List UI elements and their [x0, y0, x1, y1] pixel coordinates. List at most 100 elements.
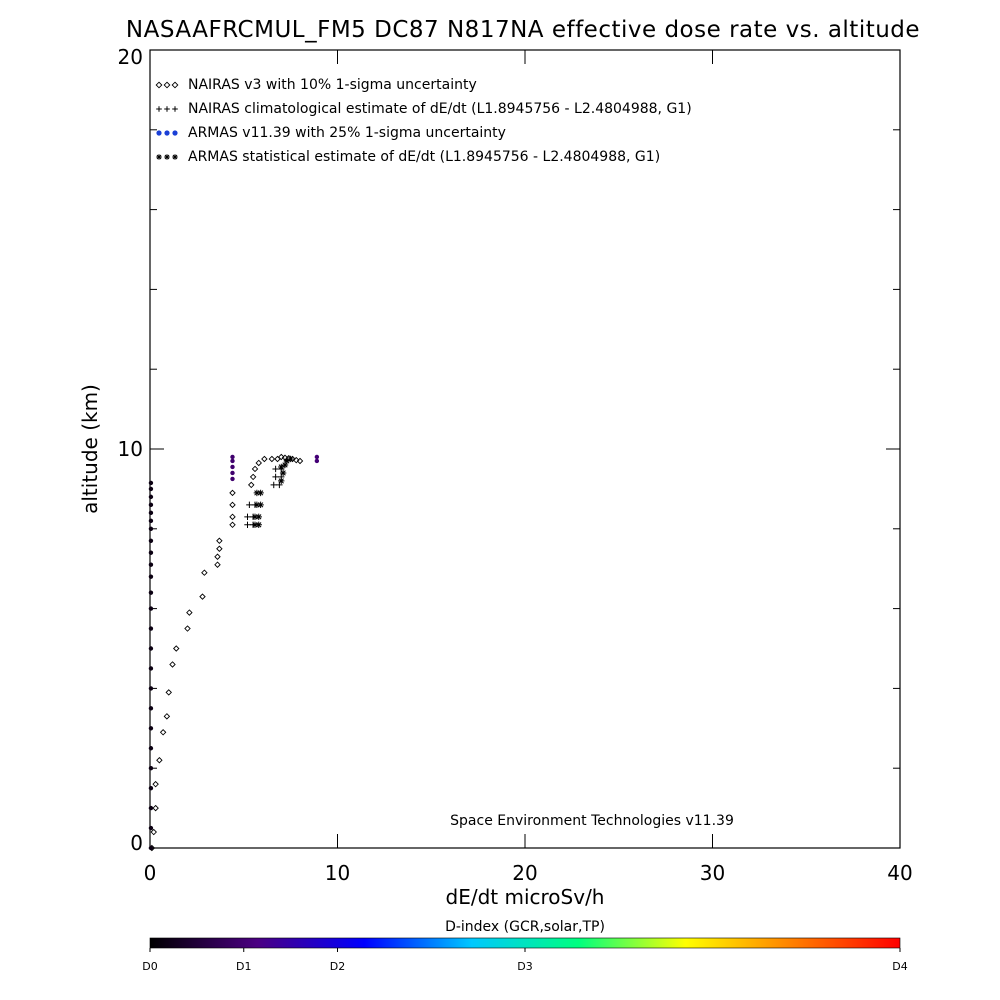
colorbar-label-d0: D0 — [142, 960, 157, 973]
marker-diamond — [201, 569, 208, 576]
marker-diamond — [156, 756, 163, 764]
marker-dot — [148, 590, 154, 595]
plot-area-frame — [149, 49, 901, 849]
marker-plus — [272, 473, 279, 481]
marker-diamond — [216, 537, 223, 545]
colorbar-title: D-index (GCR,solar,TP) — [445, 919, 605, 935]
marker-diamond — [169, 661, 176, 668]
marker-asterisk — [255, 513, 262, 521]
axis-ticks — [149, 49, 901, 849]
y-tick-label-10: 10 — [118, 437, 143, 461]
marker-dot — [148, 845, 154, 851]
marker-diamond — [173, 645, 180, 652]
colorbar — [149, 937, 901, 949]
marker-asterisk — [253, 501, 261, 509]
marker-diamond — [278, 453, 285, 461]
data-points — [148, 453, 320, 852]
marker-dot — [148, 626, 154, 631]
legend — [155, 81, 179, 160]
marker-diamond — [293, 456, 300, 464]
x-tick-label-0: 0 — [144, 861, 157, 885]
marker-dot — [148, 666, 154, 671]
marker-plus — [272, 465, 279, 473]
marker-asterisk — [156, 154, 162, 160]
marker-diamond — [281, 454, 289, 462]
marker-dot — [148, 510, 154, 516]
marker-dot — [230, 454, 235, 460]
marker-diamond — [163, 713, 171, 720]
marker-diamond — [268, 455, 276, 463]
marker-dot — [148, 706, 154, 711]
marker-dot — [148, 825, 154, 831]
legend-label-nairas: NAIRAS v3 with 10% 1-sigma uncertainty — [188, 77, 477, 93]
y-tick-label-20: 20 — [118, 45, 143, 69]
marker-dot — [148, 526, 154, 531]
marker-diamond — [214, 553, 221, 560]
marker-diamond — [152, 780, 159, 788]
marker-asterisk — [287, 455, 294, 463]
marker-diamond — [248, 481, 255, 489]
marker-diamond — [186, 609, 193, 616]
x-tick-label-10: 10 — [325, 861, 350, 885]
marker-dot — [148, 538, 154, 543]
marker-asterisk — [251, 521, 259, 529]
colorbar-label-d1: D1 — [236, 960, 251, 973]
marker-dot — [314, 454, 320, 460]
marker-dot — [148, 606, 154, 611]
marker-asterisk — [278, 477, 285, 485]
marker-diamond — [216, 545, 223, 552]
marker-dot — [148, 518, 154, 524]
marker-plus — [156, 106, 162, 112]
marker-dot — [148, 502, 154, 508]
marker-dot — [148, 480, 154, 486]
marker-asterisk — [172, 154, 178, 160]
marker-plus — [270, 481, 277, 489]
marker-asterisk — [283, 457, 291, 465]
marker-dot — [314, 458, 320, 464]
marker-dot — [148, 550, 154, 555]
marker-dot — [230, 458, 235, 464]
marker-diamond — [249, 473, 257, 481]
marker-plus — [246, 501, 253, 509]
marker-dot — [230, 464, 235, 470]
legend-label-nairas-climatological: NAIRAS climatological estimate of dE/dt … — [188, 101, 692, 117]
marker-dot — [148, 574, 154, 579]
marker-asterisk — [279, 469, 287, 477]
marker-diamond — [229, 513, 236, 521]
marker-plus — [244, 521, 251, 529]
x-tick-label-20: 20 — [512, 861, 537, 885]
marker-diamond — [159, 729, 167, 736]
marker-asterisk — [251, 513, 259, 521]
credit-annotation: Space Environment Technologies v11.39 — [450, 813, 734, 829]
marker-plus — [164, 106, 170, 112]
marker-dot — [148, 785, 154, 791]
colorbar-ticks — [149, 948, 901, 952]
x-axis-label: dE/dt microSv/h — [446, 885, 605, 909]
legend-label-armas-statistical: ARMAS statistical estimate of dE/dt (L1.… — [188, 149, 660, 165]
marker-diamond — [296, 457, 304, 465]
marker-asterisk — [255, 521, 262, 529]
legend-label-armas: ARMAS v11.39 with 25% 1-sigma uncertaint… — [188, 125, 506, 141]
marker-diamond — [251, 465, 259, 473]
marker-diamond — [255, 459, 262, 467]
marker-dot — [172, 130, 178, 136]
marker-plus — [172, 106, 178, 112]
marker-dot — [148, 486, 154, 492]
marker-dot — [230, 476, 235, 482]
colorbar-label-d3: D3 — [517, 960, 532, 973]
marker-diamond — [214, 561, 221, 568]
marker-diamond — [165, 689, 172, 696]
marker-dot — [156, 130, 162, 136]
marker-dot — [148, 766, 154, 771]
marker-diamond — [155, 81, 163, 89]
marker-diamond — [152, 804, 159, 812]
y-axis-label: altitude (km) — [78, 384, 102, 514]
marker-dot — [148, 646, 154, 651]
marker-dot — [148, 726, 154, 731]
marker-dot — [148, 494, 154, 500]
marker-plus — [244, 513, 251, 521]
marker-diamond — [199, 593, 206, 600]
marker-asterisk — [257, 489, 264, 497]
marker-diamond — [171, 81, 179, 89]
marker-diamond — [150, 828, 157, 836]
